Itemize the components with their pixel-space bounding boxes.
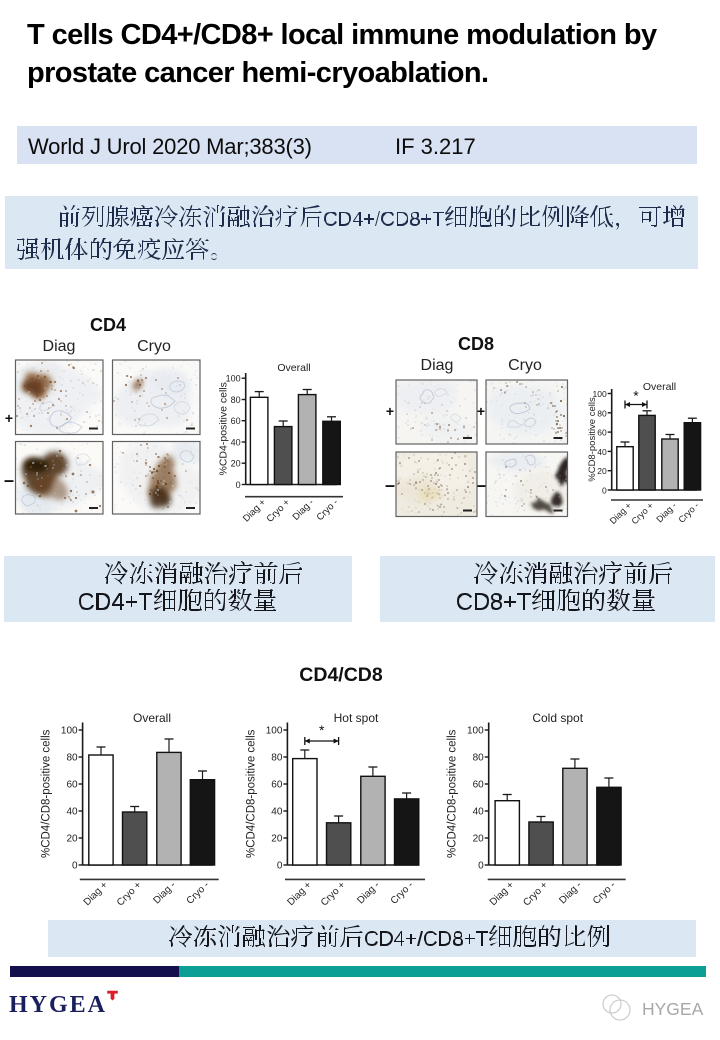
svg-text:–: –: [476, 475, 486, 495]
svg-text:CD8: CD8: [458, 334, 494, 354]
svg-text:20: 20: [473, 834, 485, 845]
svg-text:20: 20: [231, 459, 241, 469]
svg-text:CD4: CD4: [90, 315, 126, 335]
svg-text:%CD4/CD8-positive cells: %CD4/CD8-positive cells: [41, 729, 53, 858]
svg-text:+: +: [477, 403, 485, 419]
svg-text:40: 40: [271, 807, 283, 818]
svg-text:Diag: Diag: [421, 357, 454, 374]
svg-text:80: 80: [66, 753, 78, 764]
svg-text:%CD8-positive cells: %CD8-positive cells: [587, 397, 598, 482]
svg-text:Overall: Overall: [133, 711, 171, 725]
svg-text:Cold spot: Cold spot: [532, 711, 583, 725]
svg-text:+: +: [5, 410, 13, 426]
svg-text:40: 40: [597, 447, 607, 457]
svg-text:0: 0: [72, 861, 78, 872]
svg-text:60: 60: [271, 780, 283, 791]
svg-text:+: +: [386, 403, 394, 419]
svg-text:60: 60: [597, 428, 607, 438]
svg-text:100: 100: [61, 726, 78, 737]
svg-text:60: 60: [66, 780, 78, 791]
svg-text:60: 60: [231, 416, 241, 426]
svg-text:0: 0: [602, 486, 607, 496]
svg-text:100: 100: [467, 726, 484, 737]
svg-text:40: 40: [473, 807, 485, 818]
svg-text:80: 80: [473, 753, 485, 764]
svg-text:Cryo: Cryo: [508, 357, 542, 374]
svg-text:100: 100: [226, 374, 241, 384]
svg-text:*: *: [319, 722, 325, 738]
svg-text:Cryo: Cryo: [137, 338, 171, 355]
svg-text:20: 20: [271, 834, 283, 845]
svg-text:80: 80: [231, 395, 241, 405]
svg-text:20: 20: [597, 466, 607, 476]
svg-text:80: 80: [271, 753, 283, 764]
svg-text:0: 0: [236, 480, 241, 490]
svg-text:%CD4-positive cells: %CD4-positive cells: [218, 382, 230, 475]
svg-text:*: *: [633, 388, 639, 404]
svg-text:Diag: Diag: [43, 338, 76, 355]
svg-text:Overall: Overall: [277, 362, 310, 374]
svg-text:40: 40: [231, 438, 241, 448]
svg-text:%CD4/CD8-positive cells: %CD4/CD8-positive cells: [245, 729, 257, 858]
svg-text:100: 100: [593, 389, 607, 399]
svg-text:–: –: [385, 475, 395, 495]
svg-text:Hot spot: Hot spot: [334, 711, 379, 725]
svg-text:80: 80: [597, 408, 607, 418]
svg-text:HYGEA: HYGEA: [642, 999, 704, 1019]
svg-text:0: 0: [277, 861, 283, 872]
svg-text:20: 20: [66, 834, 78, 845]
svg-text:–: –: [4, 470, 14, 490]
svg-text:%CD4/CD8-positive cells: %CD4/CD8-positive cells: [447, 729, 459, 858]
svg-text:CD4/CD8: CD4/CD8: [299, 664, 383, 686]
svg-text:100: 100: [266, 726, 283, 737]
svg-text:Overall: Overall: [643, 381, 676, 393]
svg-text:60: 60: [473, 780, 485, 791]
svg-text:40: 40: [66, 807, 78, 818]
svg-text:0: 0: [478, 861, 484, 872]
